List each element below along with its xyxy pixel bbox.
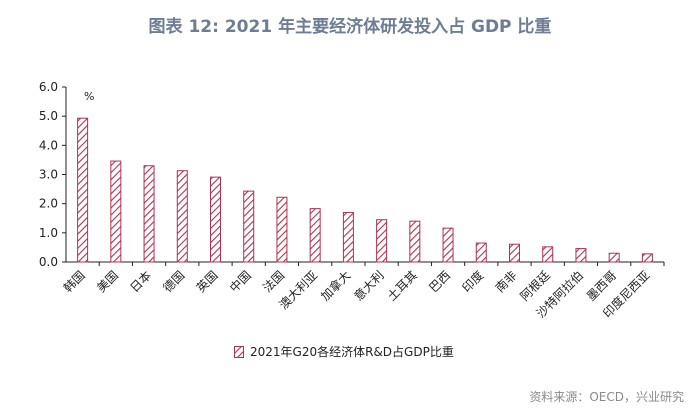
bar-1: [110, 160, 122, 263]
y-tick-label: 1.0: [39, 226, 58, 240]
bars: [77, 117, 653, 263]
bar-7: [309, 208, 321, 263]
x-tick-label: 巴西: [426, 268, 453, 295]
x-tick-label: 印度: [459, 268, 487, 296]
bar-4: [210, 176, 221, 263]
y-tick-label: 4.0: [39, 138, 58, 152]
bar-14: [542, 246, 554, 263]
bar-17: [641, 253, 653, 263]
x-tick-label: 中国: [226, 268, 254, 296]
x-tick-label: 美国: [94, 268, 121, 295]
axes: 0.0 1.0 2.0 3.0 4.0 5.0 6.0: [39, 80, 665, 269]
bar-6: [276, 196, 288, 263]
bar-13: [509, 243, 520, 263]
bar-9: [376, 219, 388, 263]
x-tick-label: 南非: [492, 268, 520, 296]
bar-5: [243, 190, 255, 263]
bar-16: [608, 252, 620, 263]
x-tick-label: 英国: [194, 268, 221, 295]
y-tick-label: 5.0: [39, 109, 58, 123]
legend: 2021年G20各经济体R&D占GDP比重: [234, 343, 454, 360]
chart-title: 图表 12: 2021 年主要经济体研发投入占 GDP 比重: [148, 17, 552, 37]
x-tick-label: 日本: [127, 268, 154, 295]
x-tick-label: 加拿大: [317, 268, 353, 304]
bar-8: [342, 211, 354, 263]
bar-0: [77, 117, 89, 263]
bar-11: [442, 227, 454, 263]
y-unit-label: %: [84, 90, 95, 103]
bar-10: [409, 220, 421, 263]
bar-12: [475, 242, 487, 263]
y-tick-label: 3.0: [39, 168, 58, 182]
legend-label: 2021年G20各经济体R&D占GDP比重: [250, 345, 454, 359]
bar-2: [143, 165, 155, 263]
source-note: 资料来源：OECD，兴业研究: [529, 390, 684, 404]
y-tick-label: 0.0: [39, 255, 58, 269]
x-tick-label: 意大利: [351, 268, 387, 304]
bar-3: [176, 170, 188, 263]
x-tick-label: 土耳其: [385, 268, 420, 303]
legend-swatch: [234, 345, 244, 358]
x-tick-label: 法国: [260, 268, 287, 295]
x-tick-label: 德国: [160, 268, 188, 296]
x-tick-label: 韩国: [60, 268, 88, 296]
y-tick-label: 6.0: [39, 80, 58, 94]
bar-15: [575, 248, 587, 263]
y-tick-label: 2.0: [39, 197, 58, 211]
